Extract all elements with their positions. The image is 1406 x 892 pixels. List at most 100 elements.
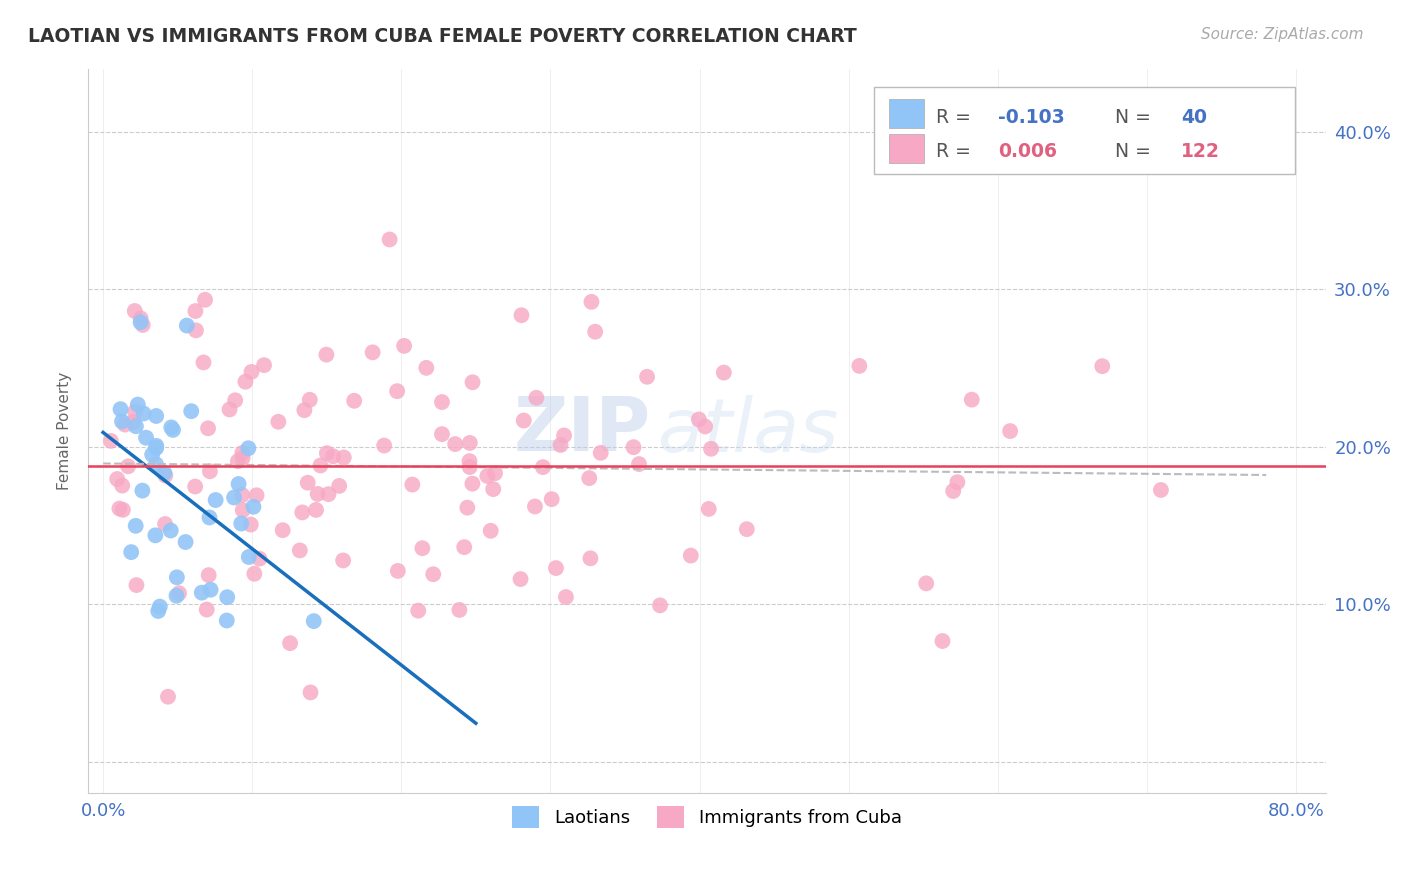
Point: [122, 415, 145, 429]
Point: [697, 502, 720, 516]
Point: [108, 501, 131, 516]
Point: [224, 393, 246, 408]
Point: [1150, 483, 1173, 497]
Point: [524, 391, 547, 405]
Point: [931, 634, 953, 648]
Point: [111, 414, 134, 428]
Point: [458, 460, 481, 475]
Point: [998, 424, 1021, 438]
Point: [238, 549, 260, 564]
Point: [148, 604, 170, 618]
Point: [131, 483, 153, 498]
Point: [343, 393, 366, 408]
Point: [484, 466, 506, 480]
Point: [132, 407, 155, 421]
Point: [194, 293, 217, 307]
Bar: [875, 87, 1295, 174]
Point: [127, 398, 149, 412]
Point: [461, 476, 484, 491]
Point: [242, 500, 264, 514]
Point: [159, 524, 181, 538]
Point: [553, 428, 575, 442]
Point: [523, 500, 546, 514]
Point: [513, 413, 536, 427]
Point: [166, 570, 188, 584]
Point: [302, 614, 325, 628]
Point: [627, 457, 650, 471]
Point: [305, 503, 328, 517]
Point: [141, 448, 163, 462]
Point: [509, 572, 531, 586]
Point: [700, 442, 723, 456]
Bar: [889, 134, 924, 162]
Point: [1091, 359, 1114, 374]
Point: [153, 466, 176, 480]
Point: [307, 487, 329, 501]
Point: [110, 402, 132, 417]
Point: [238, 442, 260, 456]
Point: [117, 459, 139, 474]
Text: atlas: atlas: [658, 395, 839, 467]
Point: [550, 438, 572, 452]
Point: [960, 392, 983, 407]
Point: [174, 535, 197, 549]
Text: N =: N =: [1115, 143, 1157, 161]
Point: [239, 517, 262, 532]
Point: [129, 311, 152, 326]
Point: [200, 582, 222, 597]
Point: [693, 419, 716, 434]
Point: [100, 434, 122, 448]
Point: [149, 599, 172, 614]
Point: [544, 561, 567, 575]
Point: [129, 315, 152, 329]
Point: [735, 522, 758, 536]
Point: [456, 500, 478, 515]
Point: [180, 404, 202, 418]
Point: [197, 568, 219, 582]
Point: [458, 454, 481, 468]
Point: [461, 376, 484, 390]
Point: [125, 419, 148, 434]
Text: LAOTIAN VS IMMIGRANTS FROM CUBA FEMALE POVERTY CORRELATION CHART: LAOTIAN VS IMMIGRANTS FROM CUBA FEMALE P…: [28, 27, 856, 45]
Point: [406, 604, 429, 618]
Text: 0.006: 0.006: [998, 143, 1057, 161]
Point: [193, 355, 215, 369]
Point: [942, 483, 965, 498]
Point: [231, 446, 253, 460]
Bar: [889, 99, 924, 128]
Point: [195, 602, 218, 616]
Point: [679, 549, 702, 563]
Point: [124, 404, 146, 418]
Point: [145, 528, 167, 542]
Point: [385, 384, 408, 399]
Point: [583, 325, 606, 339]
Point: [215, 614, 238, 628]
Point: [240, 365, 263, 379]
Point: [392, 339, 415, 353]
Legend: Laotians, Immigrants from Cuba: Laotians, Immigrants from Cuba: [505, 798, 908, 835]
Point: [197, 421, 219, 435]
Point: [318, 487, 340, 501]
Point: [184, 304, 207, 318]
Point: [153, 516, 176, 531]
Point: [581, 294, 603, 309]
Point: [648, 599, 671, 613]
Point: [332, 553, 354, 567]
Point: [510, 308, 533, 322]
Point: [401, 477, 423, 491]
Point: [249, 551, 271, 566]
Point: [125, 519, 148, 533]
Point: [111, 478, 134, 492]
Point: [167, 586, 190, 600]
Point: [299, 685, 322, 699]
Point: [328, 479, 350, 493]
Point: [204, 493, 226, 508]
Point: [411, 541, 433, 556]
Point: [415, 360, 437, 375]
Point: [114, 417, 136, 432]
Point: [184, 479, 207, 493]
Point: [222, 491, 245, 505]
Point: [378, 232, 401, 246]
Point: [315, 446, 337, 460]
Point: [848, 359, 870, 373]
